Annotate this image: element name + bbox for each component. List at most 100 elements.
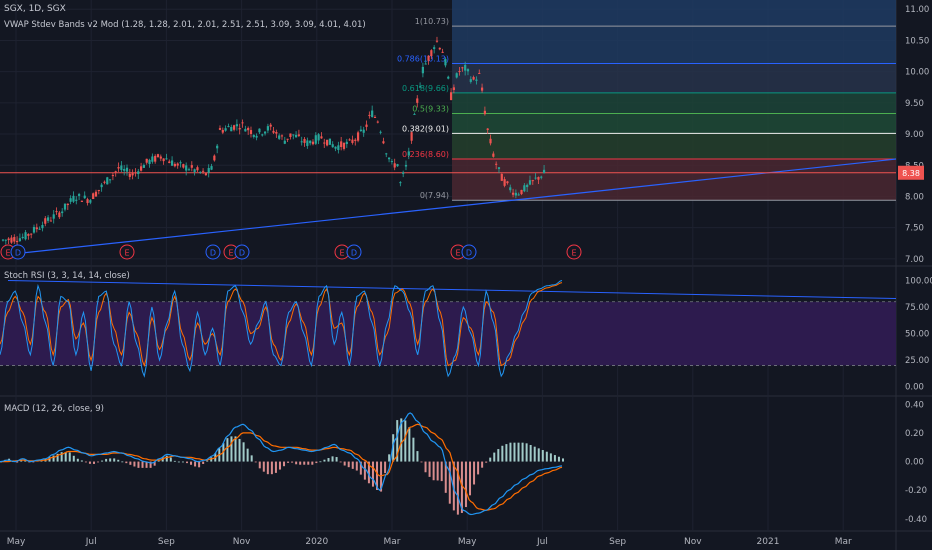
candle-body	[396, 164, 399, 167]
candle-body	[44, 218, 47, 224]
candle-body	[114, 171, 117, 173]
dividend-marker	[205, 244, 221, 260]
candle-body	[185, 165, 188, 171]
macd-histogram-bar	[270, 461, 273, 475]
candle-body	[345, 141, 348, 145]
candle-body	[531, 180, 534, 182]
macd-histogram-bar	[497, 449, 500, 462]
candle-body	[399, 182, 402, 184]
candle-body	[241, 122, 244, 124]
candle-body	[230, 127, 233, 132]
event-marker-label: E	[339, 249, 344, 258]
x-tick-label: Sep	[609, 537, 626, 547]
stoch-rsi-title: Stoch RSI (3, 3, 14, 14, close)	[4, 271, 130, 281]
candle-body	[300, 141, 303, 143]
fib-level-label: 0.618(9.66)	[402, 84, 449, 93]
price-tick-label: 7.00	[905, 255, 924, 265]
fib-level-label: 0.5(9.33)	[412, 104, 449, 113]
candle-body	[75, 199, 78, 201]
candle-body	[1, 239, 5, 241]
candle-body	[77, 194, 81, 196]
candle-body	[297, 134, 300, 136]
candle-body	[165, 158, 168, 160]
candle-body	[170, 160, 174, 166]
macd-histogram-bar	[384, 461, 387, 474]
last-price-tag-bg	[898, 165, 924, 180]
macd-histogram-bar	[72, 455, 75, 462]
candle-body	[523, 185, 526, 192]
macd-histogram-bar	[20, 460, 23, 462]
macd-histogram-bar	[76, 458, 79, 462]
candle-body	[148, 159, 151, 165]
fib-zone	[452, 159, 896, 201]
macd-line	[0, 412, 563, 516]
macd-histogram-bar	[416, 451, 419, 462]
macd-histogram-bar	[363, 461, 366, 480]
candle-body	[495, 163, 498, 165]
candle-body	[452, 87, 455, 90]
macd-histogram-bar	[291, 461, 294, 463]
candle-body	[15, 240, 19, 243]
candle-body	[10, 237, 13, 243]
macd-histogram-bar	[242, 442, 245, 462]
macd-signal-line	[0, 423, 563, 511]
macd-histogram-bar	[420, 461, 423, 463]
candle-body	[159, 156, 162, 159]
macd-histogram-bar	[202, 461, 205, 464]
candle-body	[139, 166, 143, 171]
fib-zone	[452, 133, 896, 160]
macd-tick-label: 0.00	[905, 458, 924, 468]
candle-body	[238, 127, 241, 130]
fib-zone	[452, 113, 896, 134]
macd-histogram-bar	[505, 444, 508, 462]
macd-histogram-bar	[343, 461, 346, 466]
x-tick-label: 2020	[305, 537, 328, 547]
candle-body	[348, 139, 351, 141]
candle-body	[503, 179, 506, 186]
macd-histogram	[0, 418, 564, 515]
candle-body	[213, 155, 216, 161]
macd-title: MACD (12, 26, close, 9)	[4, 404, 104, 414]
macd-histogram-bar	[424, 461, 427, 473]
macd-histogram-bar	[153, 461, 156, 466]
candle-body	[162, 158, 165, 162]
candle-body	[182, 164, 185, 168]
macd-histogram-bar	[477, 461, 480, 475]
candle-body	[478, 72, 481, 74]
macd-histogram-bar	[177, 461, 180, 463]
macd-histogram-bar	[206, 460, 209, 462]
candle-body	[393, 163, 396, 168]
candle-body	[382, 141, 385, 144]
candle-body	[258, 128, 261, 133]
candle-body	[187, 169, 191, 171]
candle-body	[249, 130, 253, 134]
candle-body	[18, 238, 22, 242]
x-tick-label: Sep	[158, 537, 175, 547]
candle-body	[38, 228, 41, 230]
fib-level-label: 0.786(10.13)	[397, 55, 449, 64]
macd-histogram-bar	[481, 461, 484, 468]
dividend-marker	[346, 244, 362, 260]
macd-histogram-bar	[355, 461, 358, 471]
macd-histogram-bar	[28, 461, 31, 463]
macd-histogram-bar	[315, 461, 318, 464]
macd-histogram-bar	[533, 446, 536, 462]
candle-body	[464, 64, 467, 71]
macd-histogram-bar	[529, 445, 532, 462]
candle-body	[407, 151, 410, 156]
price-tick-label: 9.00	[905, 130, 924, 140]
candle-body	[334, 146, 337, 149]
candle-body	[534, 177, 537, 179]
candle-body	[269, 124, 272, 127]
macd-tick-label: -0.20	[905, 486, 927, 496]
macd-histogram-bar	[327, 458, 330, 462]
candle-body	[458, 71, 461, 73]
candle-body	[359, 129, 362, 132]
candle-body	[168, 161, 171, 164]
macd-histogram-bar	[331, 456, 334, 462]
candle-body	[509, 187, 512, 191]
macd-histogram-bar	[278, 461, 281, 470]
macd-histogram-bar	[97, 461, 100, 463]
macd-histogram-bar	[113, 458, 116, 462]
